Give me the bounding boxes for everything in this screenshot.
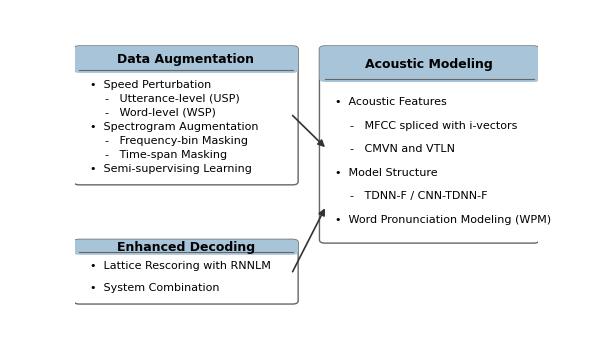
- Bar: [80, 58, 292, 70]
- Bar: [325, 63, 533, 79]
- Text: •  Speed Perturbation: • Speed Perturbation: [90, 79, 211, 90]
- Text: Data Augmentation: Data Augmentation: [117, 53, 255, 66]
- Text: •  System Combination: • System Combination: [90, 282, 219, 292]
- FancyBboxPatch shape: [74, 46, 298, 73]
- Text: •  Spectrogram Augmentation: • Spectrogram Augmentation: [90, 122, 258, 132]
- FancyBboxPatch shape: [74, 239, 298, 255]
- Text: -   MFCC spliced with i-vectors: - MFCC spliced with i-vectors: [350, 120, 517, 130]
- Text: -   CMVN and VTLN: - CMVN and VTLN: [350, 144, 455, 154]
- FancyBboxPatch shape: [319, 46, 539, 82]
- Text: •  Word Pronunciation Modeling (WPM): • Word Pronunciation Modeling (WPM): [335, 215, 551, 225]
- Text: •  Semi-supervising Learning: • Semi-supervising Learning: [90, 164, 252, 174]
- Text: -   TDNN-F / CNN-TDNN-F: - TDNN-F / CNN-TDNN-F: [350, 191, 487, 202]
- Text: Enhanced Decoding: Enhanced Decoding: [117, 240, 255, 254]
- Text: -   Frequency-bin Masking: - Frequency-bin Masking: [105, 136, 248, 146]
- FancyBboxPatch shape: [74, 46, 298, 185]
- FancyBboxPatch shape: [319, 46, 539, 243]
- Bar: [80, 247, 292, 251]
- Text: •  Lattice Rescoring with RNNLM: • Lattice Rescoring with RNNLM: [90, 261, 271, 271]
- Text: -   Utterance-level (USP): - Utterance-level (USP): [105, 94, 240, 104]
- Text: Acoustic Modeling: Acoustic Modeling: [365, 57, 493, 71]
- Text: •  Model Structure: • Model Structure: [335, 168, 438, 178]
- FancyBboxPatch shape: [74, 239, 298, 304]
- Text: -   Time-span Masking: - Time-span Masking: [105, 150, 227, 160]
- Text: -   Word-level (WSP): - Word-level (WSP): [105, 108, 216, 118]
- Text: •  Acoustic Features: • Acoustic Features: [335, 97, 447, 107]
